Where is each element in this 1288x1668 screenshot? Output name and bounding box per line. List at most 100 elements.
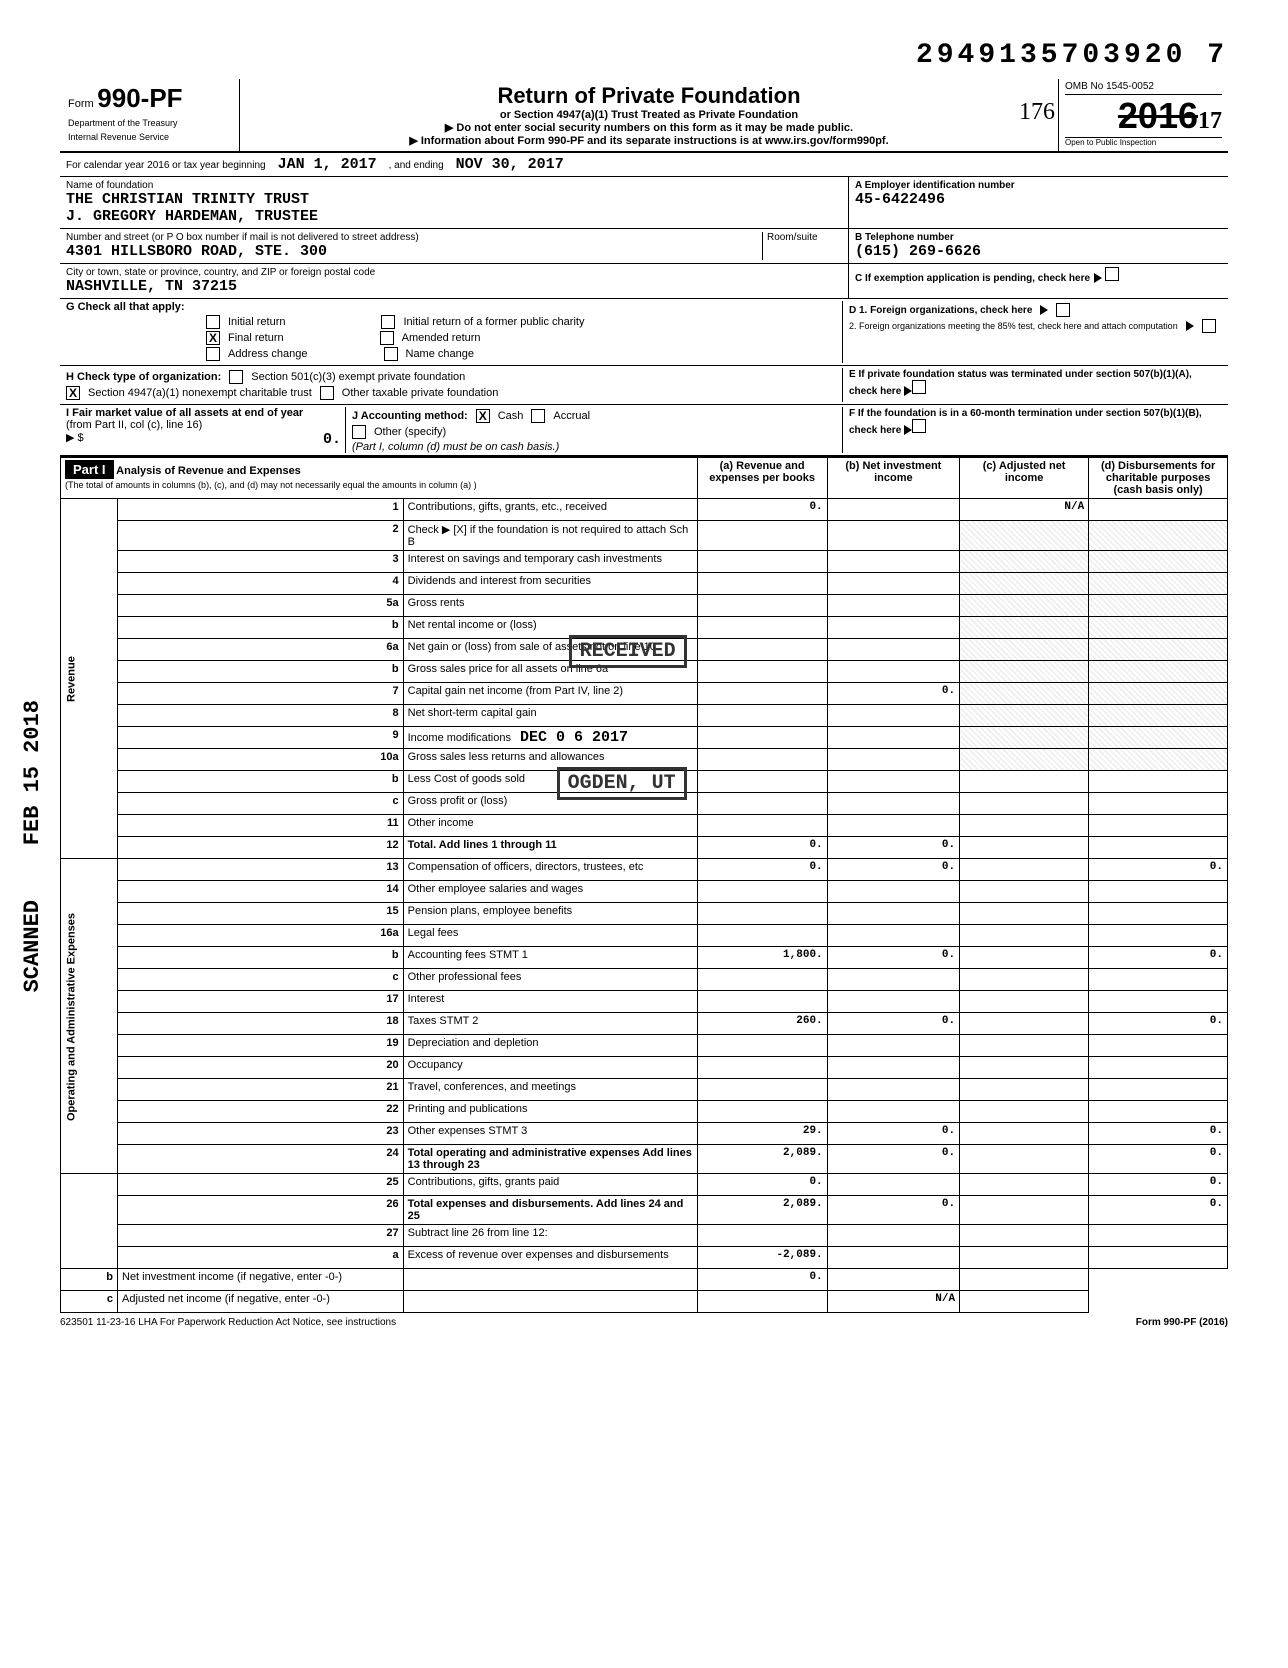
cell-d xyxy=(1089,1101,1228,1123)
row-desc: Interest xyxy=(403,991,697,1013)
row-num: 24 xyxy=(118,1145,404,1174)
ogden-stamp: OGDEN, UT xyxy=(557,767,687,800)
row-num: 27 xyxy=(118,1225,404,1247)
row-desc: Check ▶ [X] if the foundation is not req… xyxy=(403,521,697,551)
checkbox-other[interactable] xyxy=(352,425,366,439)
cell-c xyxy=(960,573,1089,595)
vert-expenses: Operating and Administrative Expenses xyxy=(61,859,118,1174)
checkbox-d2[interactable] xyxy=(1202,319,1216,333)
cell-b xyxy=(697,1291,827,1313)
row-num: 16a xyxy=(118,925,404,947)
row-desc: Printing and publications xyxy=(403,1101,697,1123)
table-row: 14Other employee salaries and wages xyxy=(61,881,1228,903)
cell-a: -2,089. xyxy=(697,1247,827,1269)
row-num: 23 xyxy=(118,1123,404,1145)
cell-d: 0. xyxy=(1089,947,1228,969)
g-address: Address change xyxy=(228,348,308,360)
row-num: b xyxy=(61,1269,118,1291)
row-desc: Total operating and administrative expen… xyxy=(403,1145,697,1174)
received-stamp: RECEIVED xyxy=(569,635,687,668)
cell-b xyxy=(827,727,959,749)
row-num: 4 xyxy=(118,573,404,595)
title-sub: or Section 4947(a)(1) Trust Treated as P… xyxy=(248,109,1050,121)
checkbox-address[interactable] xyxy=(206,347,220,361)
cell-a: 2,089. xyxy=(697,1196,827,1225)
form-prefix: Form xyxy=(68,98,94,110)
checkbox-cash[interactable]: X xyxy=(476,409,490,423)
cell-c xyxy=(960,815,1089,837)
cell-d xyxy=(1089,1247,1228,1269)
j-cash: Cash xyxy=(498,410,524,422)
checkbox-4947[interactable]: X xyxy=(66,386,80,400)
table-row: 11Other income xyxy=(61,815,1228,837)
addr-label: Number and street (or P O box number if … xyxy=(66,232,762,243)
cell-b: 0. xyxy=(827,683,959,705)
cell-c xyxy=(960,771,1089,793)
footer-left: 623501 11-23-16 LHA For Paperwork Reduct… xyxy=(60,1317,396,1328)
cell-a xyxy=(697,639,827,661)
checkbox-final[interactable]: X xyxy=(206,331,220,345)
col-b-header: (b) Net investment income xyxy=(827,458,959,499)
cell-c xyxy=(960,903,1089,925)
ein-label: A Employer identification number xyxy=(855,180,1222,191)
checkbox-namechange[interactable] xyxy=(384,347,398,361)
cell-a xyxy=(697,991,827,1013)
cell-b xyxy=(827,1079,959,1101)
cell-a xyxy=(697,727,827,749)
part1-badge: Part I xyxy=(65,460,114,479)
row-num: 20 xyxy=(118,1057,404,1079)
table-row: 17Interest xyxy=(61,991,1228,1013)
foundation-name-block: Name of foundation THE CHRISTIAN TRINITY… xyxy=(60,177,848,228)
checkbox-501c3[interactable] xyxy=(229,370,243,384)
row-desc: Subtract line 26 from line 12: xyxy=(403,1225,697,1247)
row-num: 5a xyxy=(118,595,404,617)
title-info: ▶ Information about Form 990-PF and its … xyxy=(248,134,1050,147)
i-value: 0. xyxy=(323,431,341,448)
cell-b xyxy=(827,1174,959,1196)
checkbox-initial[interactable] xyxy=(206,315,220,329)
cell-d xyxy=(1089,1079,1228,1101)
cell-c xyxy=(960,969,1089,991)
cell-d: 0. xyxy=(1089,1145,1228,1174)
checkbox-e[interactable] xyxy=(912,380,926,394)
g-initial-former: Initial return of a former public charit… xyxy=(403,316,584,328)
checkbox-other-tax[interactable] xyxy=(320,386,334,400)
cell-b xyxy=(827,705,959,727)
cell-a: 29. xyxy=(697,1123,827,1145)
cell-b xyxy=(827,551,959,573)
checkbox-c[interactable] xyxy=(1105,267,1119,281)
row-num: 3 xyxy=(118,551,404,573)
cell-b xyxy=(827,521,959,551)
g-final: Final return xyxy=(228,332,284,344)
cell-d xyxy=(960,1269,1089,1291)
row-num: 9 xyxy=(118,727,404,749)
row-num: 13 xyxy=(118,859,404,881)
cell-c xyxy=(960,705,1089,727)
cell-b xyxy=(827,749,959,771)
row-num: 7 xyxy=(118,683,404,705)
checkbox-d1[interactable] xyxy=(1056,303,1070,317)
cell-d xyxy=(1089,1225,1228,1247)
table-row: 15Pension plans, employee benefits xyxy=(61,903,1228,925)
table-row: 6aNet gain or (loss) from sale of assets… xyxy=(61,639,1228,661)
checkbox-initial-former[interactable] xyxy=(381,315,395,329)
checkbox-accrual[interactable] xyxy=(531,409,545,423)
cell-c xyxy=(960,1247,1089,1269)
g-amended: Amended return xyxy=(402,332,481,344)
cell-b: 0. xyxy=(827,1013,959,1035)
cell-c xyxy=(960,683,1089,705)
checkbox-amended[interactable] xyxy=(380,331,394,345)
checkbox-f[interactable] xyxy=(912,419,926,433)
cell-a xyxy=(697,705,827,727)
row-desc: Income modifications DEC 0 6 2017 xyxy=(403,727,697,749)
cell-c xyxy=(960,727,1089,749)
section-e: E If private foundation status was termi… xyxy=(842,368,1222,402)
cell-d xyxy=(1089,1035,1228,1057)
cell-d xyxy=(1089,705,1228,727)
i-arrow: ▶ $ xyxy=(66,432,84,444)
cell-b xyxy=(827,1057,959,1079)
cell-c xyxy=(960,639,1089,661)
cell-c xyxy=(960,991,1089,1013)
cell-d xyxy=(1089,617,1228,639)
row-desc: Other expenses STMT 3 xyxy=(403,1123,697,1145)
